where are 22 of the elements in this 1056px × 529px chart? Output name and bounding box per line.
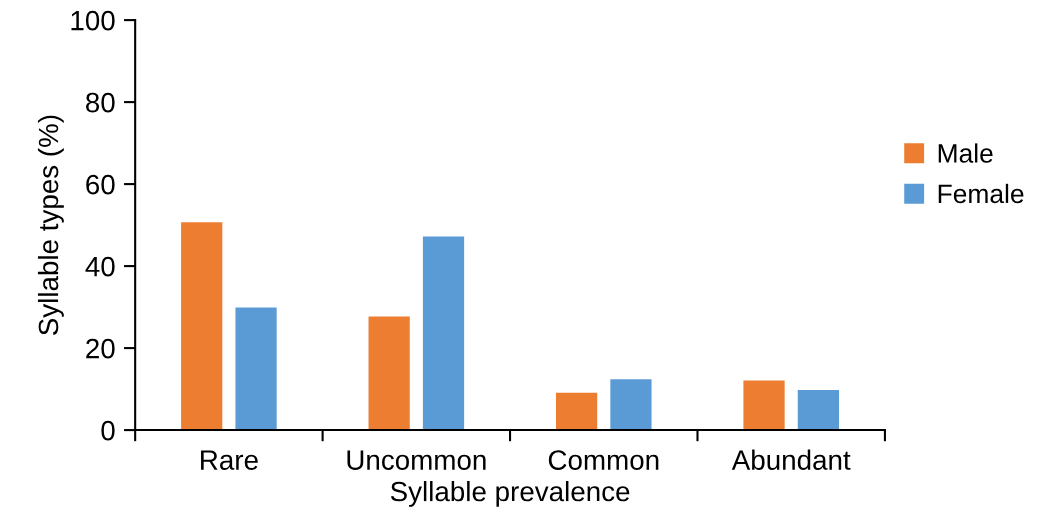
y-tick-label: 20 [86, 338, 115, 359]
x-axis-title: Syllable prevalence [390, 480, 630, 507]
y-axis-title: Syllable types (%) [37, 115, 64, 335]
bar [610, 379, 652, 431]
bar [422, 236, 465, 431]
bar [368, 316, 410, 431]
bar [743, 380, 785, 431]
x-tick-label: Uncommon [347, 450, 486, 470]
y-tick-label: 0 [101, 420, 115, 441]
bar [797, 389, 840, 431]
bar [555, 392, 598, 431]
bar [181, 222, 223, 431]
y-tick-label: 60 [86, 174, 115, 195]
y-tick-label: 100 [71, 10, 115, 31]
legend-label: Female [938, 183, 1024, 204]
x-tick-label: Abundant [731, 449, 851, 470]
y-tick-label: 80 [86, 92, 115, 113]
bar [235, 307, 277, 431]
legend-label: Male [938, 143, 993, 163]
y-tick-label: 40 [85, 256, 115, 277]
x-tick-label: Rare [201, 450, 258, 470]
x-tick-label: Common [548, 450, 659, 470]
